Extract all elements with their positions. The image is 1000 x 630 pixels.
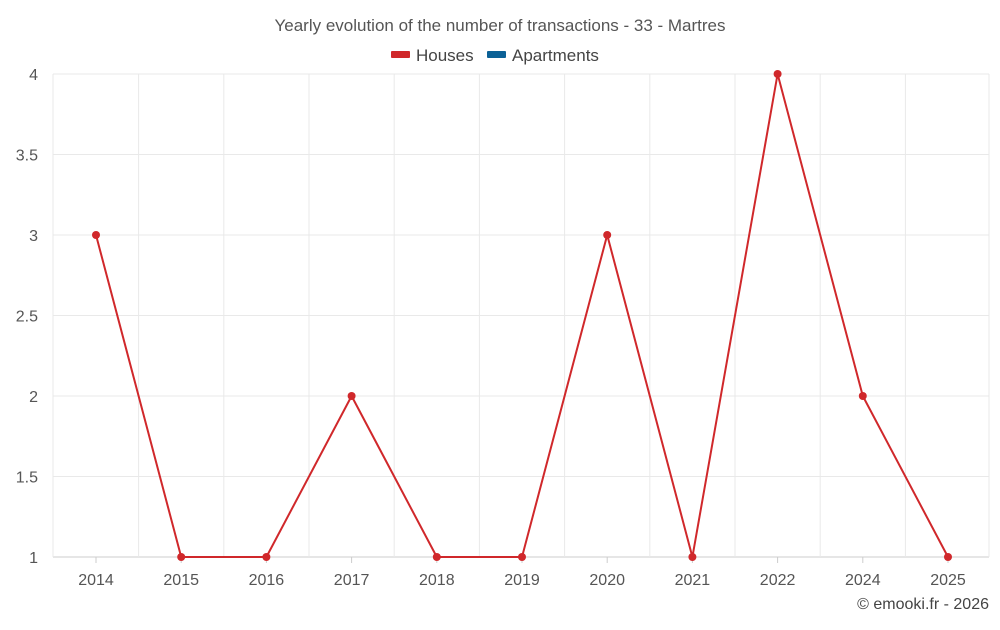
- chart-title: Yearly evolution of the number of transa…: [274, 16, 725, 35]
- legend-item-houses[interactable]: Houses: [391, 46, 474, 65]
- data-point[interactable]: [347, 392, 356, 400]
- legend-swatch-apartments: [487, 51, 506, 58]
- legend-swatch-houses: [391, 51, 410, 58]
- data-point[interactable]: [432, 553, 441, 561]
- data-point[interactable]: [688, 553, 697, 561]
- data-point[interactable]: [773, 70, 782, 78]
- y-tick-label: 3: [29, 228, 38, 245]
- y-tick-label: 1.5: [16, 470, 38, 487]
- data-point[interactable]: [262, 553, 271, 561]
- x-tick-label: 2025: [930, 572, 966, 589]
- x-tick-label: 2015: [163, 572, 199, 589]
- grid-layer: [52, 73, 990, 558]
- y-tick-label: 4: [29, 67, 38, 84]
- y-tick-label: 3.5: [16, 148, 38, 165]
- y-tick-label: 2: [29, 389, 38, 406]
- data-point[interactable]: [603, 231, 612, 239]
- x-tick-label: 2014: [78, 572, 114, 589]
- legend: Houses Apartments: [391, 46, 599, 65]
- credit-text: © emooki.fr - 2026: [857, 596, 989, 613]
- y-tick-label: 2.5: [16, 309, 38, 326]
- legend-item-apartments[interactable]: Apartments: [487, 46, 599, 65]
- axis-layer: 1 1.5 2 2.5 3 3.5 4 2014 2015 2016 2017 2018 2019 202…: [16, 67, 966, 589]
- legend-label-houses: Houses: [416, 46, 474, 65]
- x-tick-label: 2021: [675, 572, 711, 589]
- x-tick-label: 2016: [249, 572, 285, 589]
- data-point[interactable]: [177, 553, 186, 561]
- y-tick-label: 1: [29, 550, 38, 567]
- x-tick-label: 2022: [760, 572, 796, 589]
- x-tick-label: 2024: [845, 572, 881, 589]
- x-tick-label: 2019: [504, 572, 540, 589]
- x-tick-label: 2020: [589, 572, 625, 589]
- x-tick-label: 2018: [419, 572, 455, 589]
- data-point[interactable]: [92, 231, 100, 239]
- legend-label-apartments: Apartments: [512, 46, 599, 65]
- data-point[interactable]: [518, 553, 526, 561]
- data-point[interactable]: [944, 553, 952, 561]
- data-point[interactable]: [858, 392, 867, 400]
- x-tick-label: 2017: [334, 572, 370, 589]
- series-layer: [92, 70, 952, 561]
